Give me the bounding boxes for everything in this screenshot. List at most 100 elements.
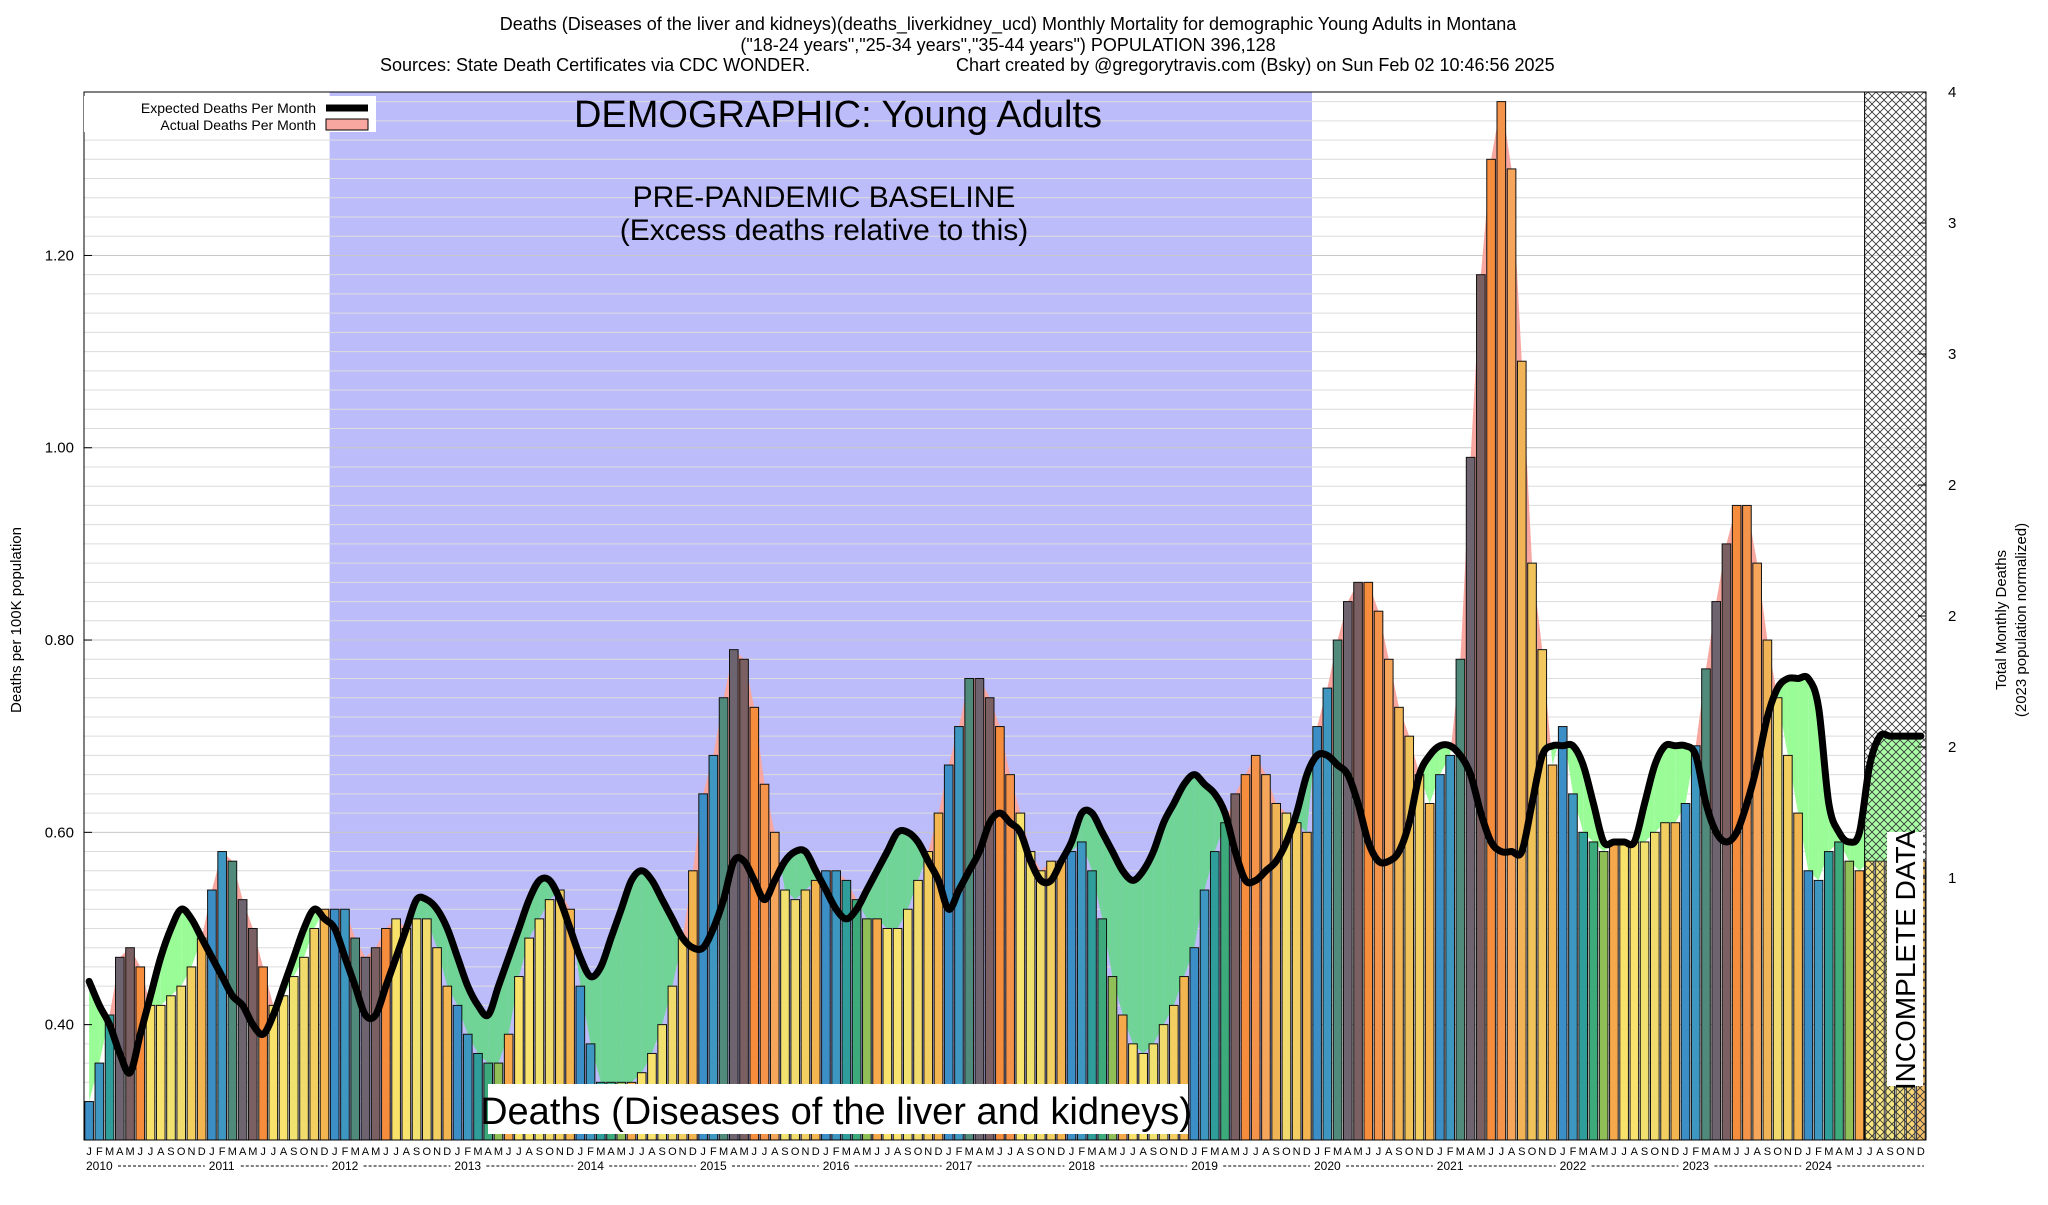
x-month-label: F (1078, 1146, 1085, 1158)
x-month-label: N (924, 1146, 932, 1158)
x-month-label: M (105, 1146, 114, 1158)
bar (381, 927, 391, 1141)
y2-tick-label: 2 (1948, 739, 1956, 756)
x-month-label: D (321, 1146, 329, 1158)
x-month-label: M (351, 1146, 360, 1158)
x-month-label: N (433, 1146, 441, 1158)
x-month-label: O (1282, 1146, 1291, 1158)
excess-fill-segment (1808, 678, 1819, 881)
x-month-label: A (1713, 1146, 1721, 1158)
x-month-label: F (587, 1146, 594, 1158)
x-month-label: M (1210, 1146, 1219, 1158)
x-year-label: 2019 (1191, 1159, 1218, 1173)
x-month-label: O (668, 1146, 677, 1158)
x-month-label: J (138, 1146, 144, 1158)
bar (1506, 168, 1517, 1141)
x-month-label: D (198, 1146, 206, 1158)
excess-fill-segment (1184, 774, 1195, 977)
x-month-label: J (1499, 1146, 1505, 1158)
x-month-label: A (1139, 1146, 1147, 1158)
x-month-label: O (1159, 1146, 1168, 1158)
x-month-label: N (1415, 1146, 1423, 1158)
x-month-label: D (1180, 1146, 1188, 1158)
excess-fill-segment (1081, 813, 1092, 871)
baseline-label-line2: (Excess deaths relative to this) (620, 214, 1029, 247)
bar (1516, 360, 1527, 1141)
bar (943, 764, 954, 1141)
excess-fill-segment (1419, 755, 1430, 804)
incomplete-label: INCOMPLETE DATA (1890, 830, 1921, 1091)
x-year-label: 2011 (209, 1159, 235, 1173)
bar (1803, 870, 1814, 1141)
x-month-label: O (791, 1146, 800, 1158)
excess-fill-segment (1439, 745, 1451, 775)
y2-axis-label-line2: (2023 population normalized) (2013, 523, 2030, 717)
x-month-label: A (1385, 1146, 1393, 1158)
excess-fill-segment (1550, 745, 1553, 766)
excess-fill-segment (191, 918, 202, 967)
x-month-label: F (1201, 1146, 1208, 1158)
y2-tick-label: 3 (1948, 215, 1956, 232)
bar (1476, 274, 1486, 1141)
x-year-label: 2018 (1068, 1159, 1095, 1173)
bar (1527, 562, 1537, 1141)
x-month-label: N (679, 1146, 687, 1158)
x-month-label: M (1599, 1146, 1608, 1158)
x-month-label: A (1467, 1146, 1475, 1158)
bar (1240, 774, 1251, 1141)
x-month-label: J (1734, 1146, 1740, 1158)
x-month-label: O (1528, 1146, 1537, 1158)
x-month-label: J (1120, 1146, 1126, 1158)
x-year-label: 2017 (946, 1159, 973, 1173)
x-year-label: 2024 (1805, 1159, 1832, 1173)
bar (360, 956, 371, 1141)
bar (1598, 851, 1609, 1141)
x-month-label: M (1701, 1146, 1710, 1158)
excess-fill-segment (1173, 784, 1185, 1006)
bar (1650, 831, 1660, 1141)
x-month-label: D (443, 1146, 451, 1158)
x-month-label: J (209, 1146, 215, 1158)
bar (422, 918, 432, 1141)
x-month-label: J (1857, 1146, 1863, 1158)
x-year-label: 2010 (86, 1159, 113, 1173)
bar (1823, 851, 1834, 1141)
x-year-label: 2016 (823, 1159, 850, 1173)
x-month-label: S (290, 1146, 297, 1158)
bar (1772, 697, 1783, 1141)
bar (1660, 822, 1670, 1141)
x-month-label: D (1917, 1146, 1925, 1158)
y-tick-label: 0.80 (45, 632, 74, 649)
bar (954, 726, 964, 1141)
x-month-label: M (739, 1146, 748, 1158)
x-month-label: A (976, 1146, 984, 1158)
x-month-label: J (1366, 1146, 1372, 1158)
x-month-label: N (1047, 1146, 1055, 1158)
x-month-label: M (1824, 1146, 1833, 1158)
expected-line-group (85, 672, 1925, 1077)
x-month-label: M (985, 1146, 994, 1158)
bar (1343, 601, 1353, 1141)
x-month-label: D (1426, 1146, 1434, 1158)
x-month-label: O (1037, 1146, 1046, 1158)
bar (217, 851, 227, 1141)
excess-fill-segment (1552, 745, 1558, 766)
x-month-label: J (1560, 1146, 1566, 1158)
y-tick-label: 1.20 (45, 247, 74, 264)
bar (1783, 754, 1793, 1141)
x-month-label: A (1631, 1146, 1639, 1158)
bar (729, 649, 739, 1141)
x-month-label: F (956, 1146, 963, 1158)
x-month-label: S (413, 1146, 420, 1158)
x-month-label: O (1651, 1146, 1660, 1158)
incomplete-label-box (1887, 832, 1923, 1086)
x-month-label: A (894, 1146, 902, 1158)
excess-fill-segment (600, 938, 612, 1083)
x-year-label: 2021 (1437, 1159, 1464, 1173)
excess-fill-segment (574, 940, 581, 987)
x-year-label: 2014 (577, 1159, 604, 1173)
bar (1578, 831, 1589, 1141)
bar (1711, 601, 1722, 1141)
bar (94, 1062, 105, 1141)
